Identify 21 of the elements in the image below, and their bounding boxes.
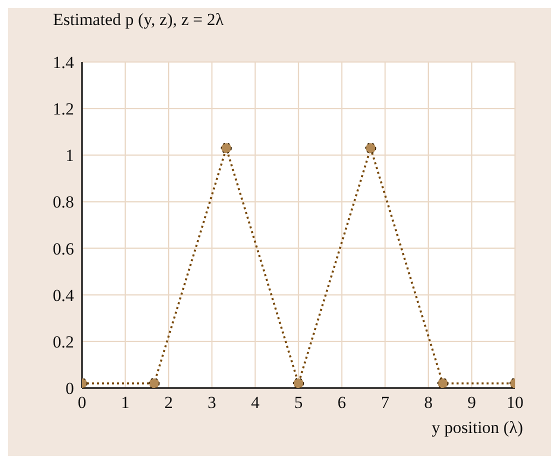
y-tick-label: 1.4 — [52, 53, 74, 72]
x-tick-label: 8 — [424, 393, 433, 412]
chart-title: Estimated p (y, z), z = 2λ — [53, 10, 224, 30]
y-tick-label: 1 — [66, 146, 74, 166]
x-tick-label: 3 — [208, 393, 216, 412]
x-axis-title: y position (λ) — [432, 418, 523, 438]
y-tick-label: 0.6 — [52, 239, 74, 258]
x-tick-label: 4 — [250, 393, 260, 412]
x-tick-label: 10 — [506, 393, 524, 412]
x-tick-label: 5 — [294, 393, 303, 412]
x-tick-label: 6 — [338, 393, 346, 412]
x-tick-label: 1 — [121, 393, 130, 412]
x-tick-label: 0 — [78, 393, 86, 412]
x-tick-label: 7 — [380, 393, 390, 412]
y-tick-label: 0.2 — [52, 332, 74, 352]
y-tick-label: 0 — [66, 379, 74, 398]
x-tick-label: 2 — [164, 393, 173, 412]
y-tick-label: 1.2 — [52, 100, 74, 119]
y-tick-label: 0.4 — [52, 286, 74, 305]
x-tick-label: 9 — [467, 393, 476, 412]
y-tick-label: 0.8 — [52, 192, 74, 212]
